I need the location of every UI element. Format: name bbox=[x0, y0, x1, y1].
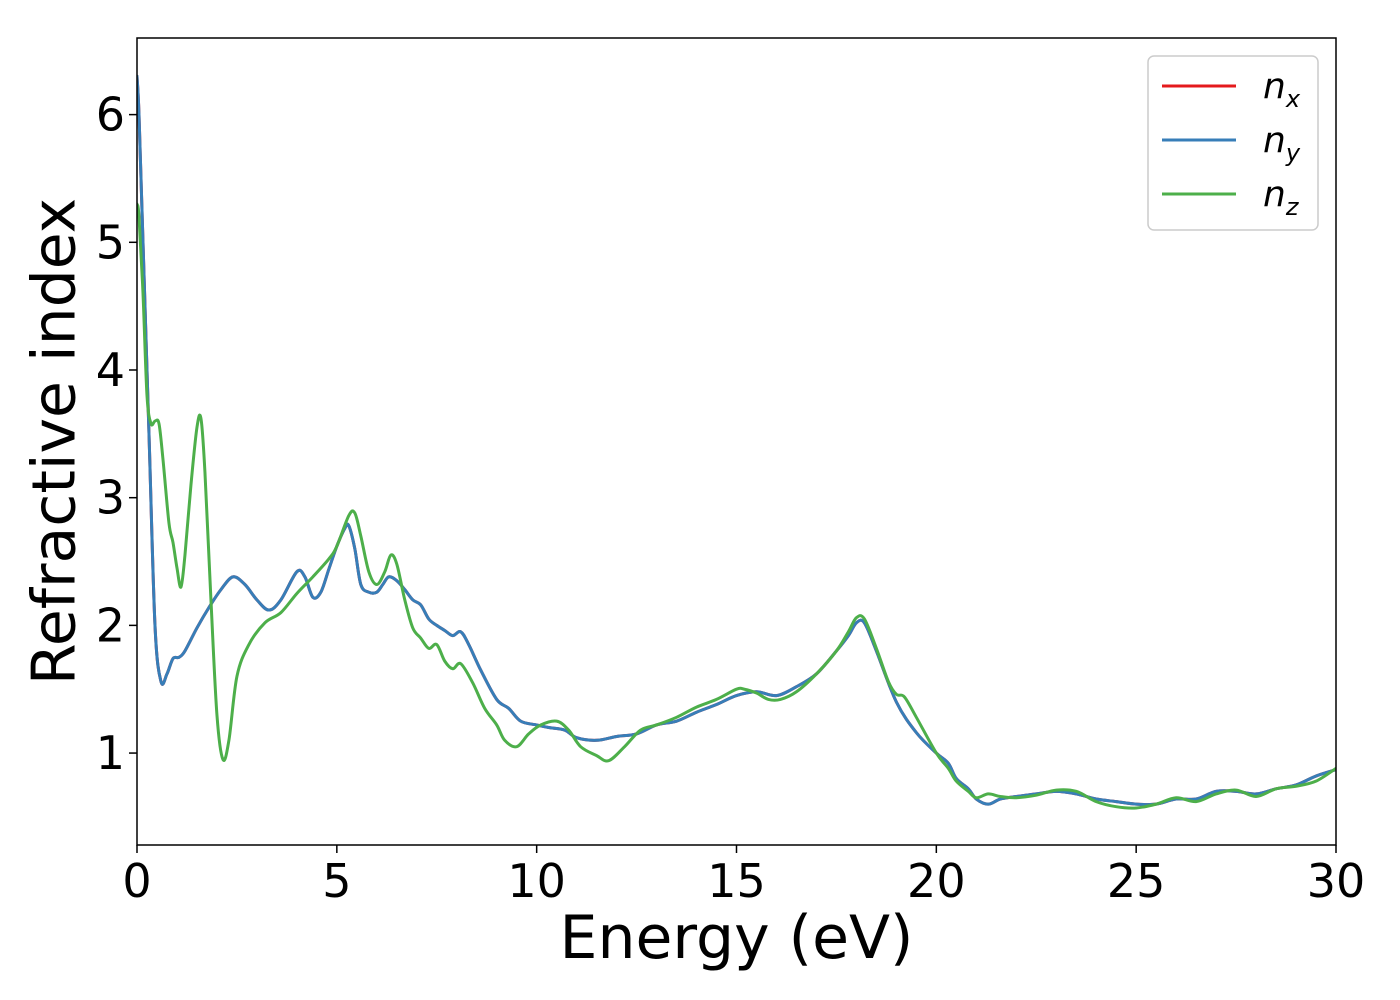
y-tick-label: 3 bbox=[96, 471, 125, 525]
x-tick-label: 15 bbox=[707, 854, 766, 908]
y-tick-label: 1 bbox=[96, 726, 125, 780]
y-axis-label: Refractive index bbox=[20, 198, 90, 685]
y-axis-ticks: 1 2 3 4 5 6 bbox=[96, 88, 137, 780]
legend-label: ny bbox=[1263, 120, 1301, 167]
legend-label-base: n bbox=[1263, 66, 1286, 107]
legend-box bbox=[1147, 55, 1319, 231]
legend-label: nz bbox=[1263, 174, 1300, 221]
legend-label-subscript: z bbox=[1285, 193, 1300, 221]
series-line-nz bbox=[137, 202, 1336, 810]
y-tick-label: 5 bbox=[96, 215, 125, 269]
legend-label-subscript: x bbox=[1285, 85, 1301, 113]
x-tick-label: 10 bbox=[507, 854, 566, 908]
legend-item-nz: nz bbox=[1162, 174, 1300, 221]
y-tick-label: 6 bbox=[96, 88, 125, 142]
legend-label-base: n bbox=[1263, 174, 1286, 215]
x-tick-label: 25 bbox=[1107, 854, 1166, 908]
legend-item-ny: ny bbox=[1162, 120, 1301, 167]
series-layer bbox=[137, 74, 1336, 810]
x-tick-label: 20 bbox=[907, 854, 966, 908]
x-tick-label: 0 bbox=[122, 854, 151, 908]
y-tick-label: 4 bbox=[96, 343, 125, 397]
x-tick-label: 5 bbox=[322, 854, 351, 908]
x-tick-label: 30 bbox=[1307, 854, 1366, 908]
legend-item-nx: nx bbox=[1162, 66, 1301, 113]
legend-label-base: n bbox=[1263, 120, 1286, 161]
legend-label-subscript: y bbox=[1285, 139, 1301, 167]
x-axis-label: Energy (eV) bbox=[560, 903, 914, 973]
legend-label: nx bbox=[1263, 66, 1301, 113]
series-line-ny bbox=[137, 74, 1336, 807]
y-tick-label: 2 bbox=[96, 598, 125, 652]
x-axis-ticks: 0 5 10 15 20 25 30 bbox=[122, 845, 1365, 908]
